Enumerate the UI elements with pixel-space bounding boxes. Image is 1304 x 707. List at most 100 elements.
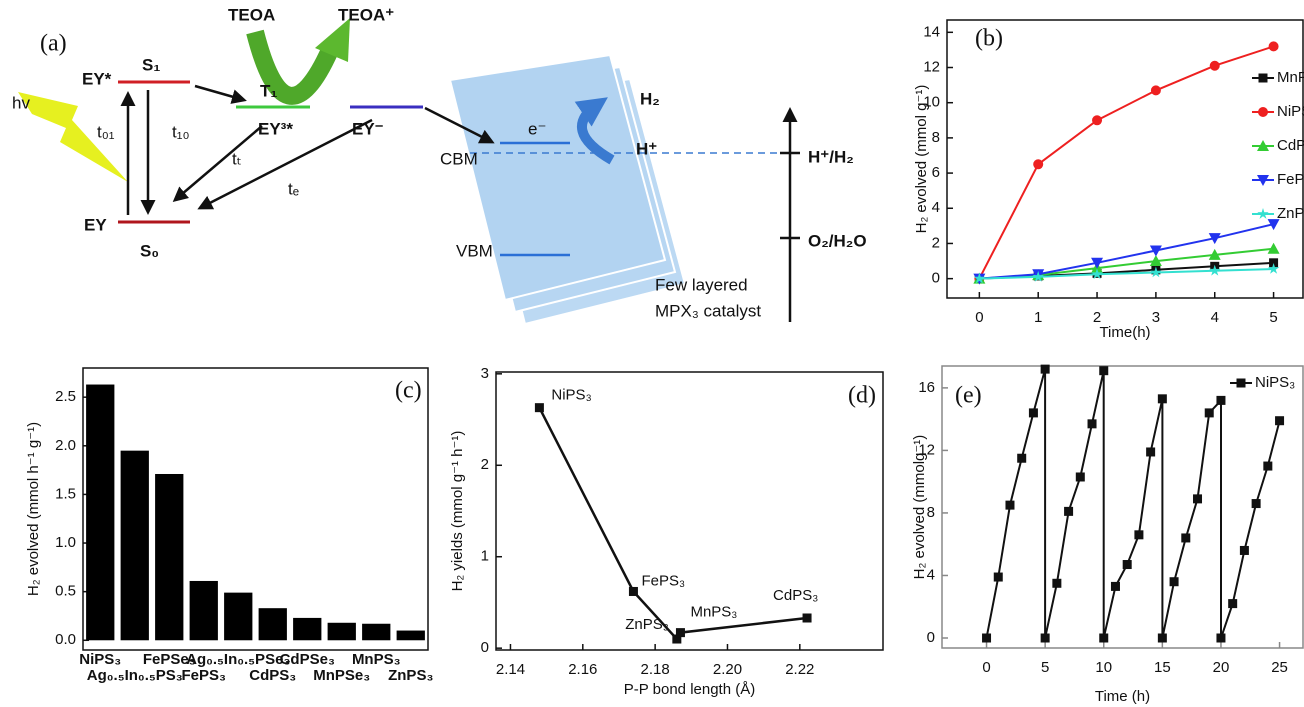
y-tick-label: 0 xyxy=(927,629,935,646)
legend-label: FePS₃ xyxy=(1277,171,1304,188)
marker xyxy=(1032,270,1044,282)
marker xyxy=(1208,233,1221,245)
legend-marker xyxy=(1236,378,1246,388)
y-tick-label: 0.5 xyxy=(55,583,76,600)
x-tick-label: 5 xyxy=(1269,309,1277,326)
y-tick-label: 4 xyxy=(932,199,940,216)
series-line xyxy=(979,223,1274,280)
bar xyxy=(224,592,253,641)
teoa-arrow xyxy=(246,29,339,105)
marker xyxy=(1091,257,1104,269)
bar xyxy=(120,450,149,641)
reagent-label: TEOA xyxy=(228,5,275,24)
y-tick-label: 3 xyxy=(481,365,489,382)
rate-label: t₁₀ xyxy=(172,122,190,141)
marker xyxy=(1193,494,1203,504)
y-tick-label: 12 xyxy=(923,58,940,75)
state-label: EY* xyxy=(82,69,112,88)
marker xyxy=(1209,264,1221,276)
point-label: ZnPS₃ xyxy=(625,616,669,633)
marker xyxy=(1017,453,1027,463)
y-axis-label: H₂ evolved (mmolg⁻¹) xyxy=(911,435,928,580)
series-line xyxy=(979,268,1274,280)
x-tick-label: 0 xyxy=(975,309,983,326)
marker xyxy=(534,403,544,413)
x-tick-label: 25 xyxy=(1271,659,1288,676)
bar xyxy=(155,473,184,641)
marker xyxy=(672,634,682,644)
marker xyxy=(1169,577,1179,587)
series-line xyxy=(985,368,1281,639)
x-tick-label: Ag₀.₅In₀.₅PSe₃ xyxy=(186,651,290,668)
plot-frame xyxy=(946,19,1304,299)
potential-label: H⁺/H₂ xyxy=(808,147,854,166)
x-tick-label: FePS₃ xyxy=(182,667,227,684)
marker xyxy=(1239,545,1249,555)
x-tick-label: Ag₀.₅In₀.₅PS₃ xyxy=(87,667,183,684)
light-label: hv xyxy=(12,93,30,112)
point-label: NiPS₃ xyxy=(551,387,591,404)
panel-label: (d) xyxy=(848,383,876,409)
marker xyxy=(1157,633,1167,643)
marker xyxy=(1149,255,1162,267)
bar xyxy=(293,617,322,641)
state-label: T₁ xyxy=(260,81,277,100)
bar xyxy=(86,384,115,641)
reagent-label: TEOA⁺ xyxy=(338,5,394,24)
y-tick-label: 1.0 xyxy=(55,534,76,551)
diagram-labels: (a) EY* S₁ T₁ EY³* EY⁻ TEOA TEOA⁺ hv t₀₁… xyxy=(12,5,867,320)
legend-label: MnPS₃ xyxy=(1277,69,1304,86)
marker xyxy=(1122,560,1132,570)
y-axis-label: H₂ evolved (mmol g⁻¹) xyxy=(913,85,930,234)
panel-label: (e) xyxy=(955,383,982,409)
y-tick-label: 2.0 xyxy=(55,437,76,454)
y-tick-label: 14 xyxy=(923,23,940,40)
marker xyxy=(1033,159,1044,170)
panel-label: (c) xyxy=(395,378,422,404)
marker xyxy=(993,572,1003,582)
marker xyxy=(1181,533,1191,543)
y-tick-label: 8 xyxy=(927,504,935,521)
y-tick-label: 0 xyxy=(481,639,489,656)
x-tick-label: MnPSe₃ xyxy=(313,667,370,684)
marker xyxy=(1267,242,1280,254)
marker xyxy=(1040,633,1050,643)
transition-arrows xyxy=(120,84,798,322)
x-tick-label: MnPS₃ xyxy=(352,651,401,668)
marker xyxy=(1267,263,1280,274)
band-label: VBM xyxy=(456,241,493,260)
legend-marker xyxy=(1258,107,1268,117)
legend-label: NiPS₃ xyxy=(1277,103,1304,120)
band-label: CBM xyxy=(440,149,478,168)
marker xyxy=(1110,581,1120,591)
point-label: CdPS₃ xyxy=(773,587,818,604)
state-label: EY xyxy=(84,215,107,234)
marker xyxy=(982,633,992,643)
marker xyxy=(1099,633,1109,643)
marker xyxy=(1099,366,1109,376)
marker xyxy=(1216,633,1226,643)
x-tick-label: 10 xyxy=(1095,659,1112,676)
bar xyxy=(362,623,391,641)
state-label: S₀ xyxy=(140,241,159,260)
bar xyxy=(258,608,287,641)
teoa-arrowhead xyxy=(315,18,350,62)
y-tick-label: 8 xyxy=(932,129,940,146)
marker xyxy=(1216,395,1226,405)
bar xyxy=(396,630,425,641)
point-label: MnPS₃ xyxy=(690,604,737,621)
x-tick-label: CdPSe₃ xyxy=(280,651,335,668)
y-axis-label: H₂ yields (mmol g⁻¹ h⁻¹) xyxy=(449,431,466,592)
panel-label: (a) xyxy=(40,31,67,57)
y-tick-label: 2.5 xyxy=(55,388,76,405)
y-tick-label: 12 xyxy=(918,441,935,458)
marker xyxy=(1052,578,1062,588)
marker xyxy=(1005,500,1015,510)
marker xyxy=(1157,394,1167,404)
marker xyxy=(628,586,638,596)
bar xyxy=(189,580,218,641)
marker xyxy=(1146,447,1156,457)
y-tick-label: 0.0 xyxy=(55,631,76,648)
